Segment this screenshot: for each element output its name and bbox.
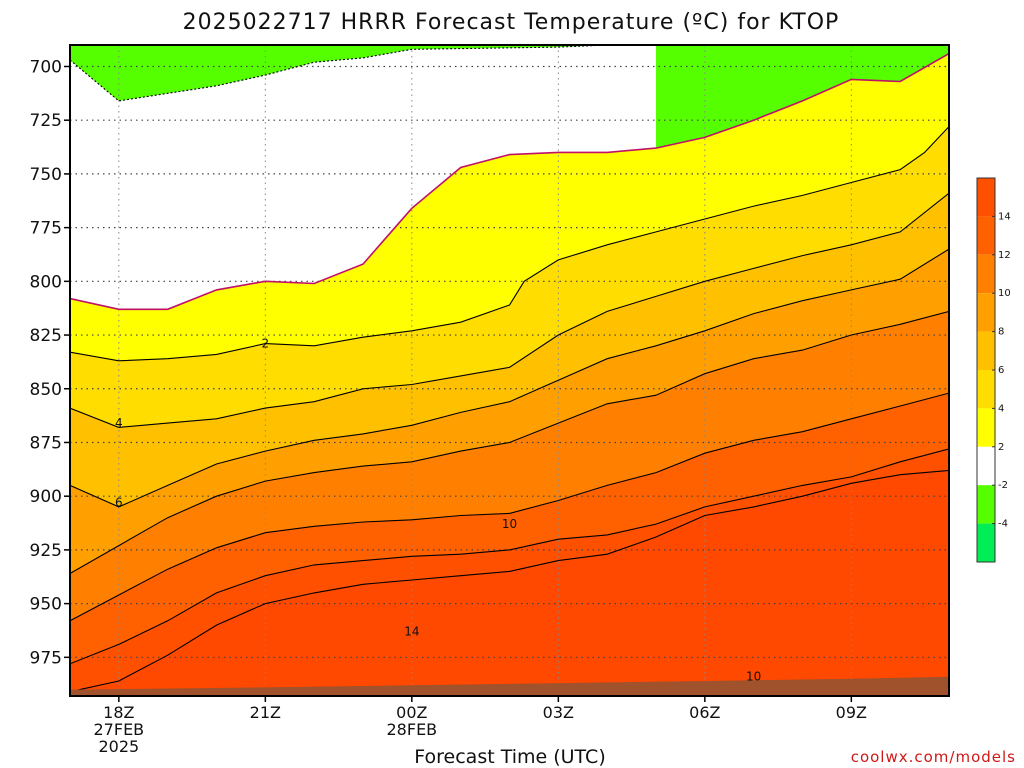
isotherm-10	[70, 392, 949, 622]
colorbar-segment	[977, 331, 995, 370]
plot-frame	[69, 44, 950, 697]
colorbar-label: -4	[998, 519, 1008, 530]
x-tick-label: 06Z	[689, 703, 720, 722]
colorbar-label: 14	[998, 211, 1011, 222]
y-tick-label: 725	[30, 111, 62, 131]
isotherm-12	[70, 448, 949, 665]
colorbar-label: 2	[998, 442, 1004, 453]
contour-label: 14	[404, 625, 419, 639]
isotherm-minus-2	[70, 45, 620, 102]
credit-text: coolwx.com/models	[851, 748, 1016, 766]
colorbar-segment	[977, 446, 995, 486]
colorbar-label: 6	[998, 365, 1004, 376]
y-tick-label: 775	[30, 219, 62, 239]
contour-label: 2	[262, 337, 270, 351]
colorbar-segment	[977, 370, 995, 409]
colorbar-label: -2	[998, 480, 1008, 491]
temperature-fills	[70, 45, 949, 696]
colorbar-segment	[977, 293, 995, 332]
colorbar-segment	[977, 216, 995, 255]
colorbar-segment	[977, 408, 995, 447]
x-tick-label: 2025	[98, 737, 139, 756]
isotherm-8	[70, 310, 949, 574]
isotherm-contours	[70, 45, 949, 693]
colorbar-label: 12	[998, 250, 1011, 261]
y-tick-label: 750	[30, 165, 62, 185]
contour-label: 6	[115, 496, 123, 510]
y-tick-label: 950	[30, 595, 62, 615]
colorbar: 14 12 10 8 6 4 2 -2 -4	[976, 177, 1011, 563]
y-tick-label: 925	[30, 541, 62, 561]
chart-title: 2025022717 HRRR Forecast Temperature (ºC…	[183, 10, 840, 35]
x-tick-label: 03Z	[543, 703, 574, 722]
colorbar-segment	[977, 254, 995, 294]
colorbar-label: 10	[998, 288, 1011, 299]
colorbar-segment	[977, 178, 995, 217]
x-tick-label: 27FEB	[94, 720, 145, 739]
isotherm-2	[70, 126, 949, 362]
y-tick-label: 850	[30, 380, 62, 400]
y-tick-label: 800	[30, 272, 62, 292]
isotherm-4	[70, 192, 949, 428]
x-tick-label: 21Z	[250, 703, 281, 722]
colorbar-label: 4	[998, 403, 1004, 414]
x-tick-label: 18Z	[103, 703, 134, 722]
y-tick-label: 700	[30, 57, 62, 77]
contour-label: 10	[746, 670, 761, 684]
x-axis-label: Forecast Time (UTC)	[414, 746, 605, 768]
y-axis: 700 725 750 775 800 825 850 875 900 925 950 975	[30, 57, 70, 668]
colorbar-segment	[977, 485, 995, 524]
isotherm-0	[70, 52, 949, 311]
x-tick-label: 28FEB	[387, 720, 438, 739]
isotherm-6	[70, 248, 949, 508]
x-tick-label: 00Z	[396, 703, 427, 722]
y-tick-label: 975	[30, 648, 62, 668]
contour-labels: 2 4 6 10 14 10	[115, 337, 761, 684]
contour-label: 4	[115, 416, 123, 430]
colorbar-segment	[977, 523, 995, 562]
terrain-ground	[70, 676, 949, 696]
x-tick-label: 09Z	[836, 703, 867, 722]
y-tick-label: 875	[30, 433, 62, 453]
colorbar-label: 8	[998, 327, 1004, 338]
y-tick-label: 900	[30, 487, 62, 507]
y-tick-label: 825	[30, 326, 62, 346]
isotherm-14	[70, 469, 949, 693]
band-14	[70, 470, 949, 696]
contour-label: 10	[502, 517, 517, 531]
